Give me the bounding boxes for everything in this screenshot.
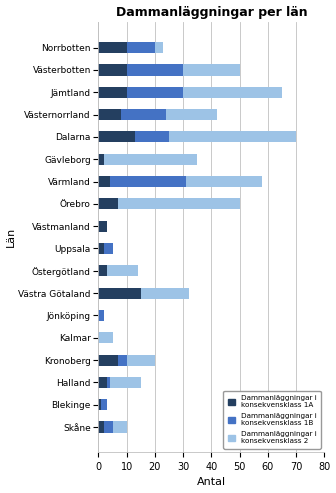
Bar — [127, 42, 155, 53]
Bar — [98, 87, 127, 98]
Bar — [98, 220, 107, 232]
Bar — [98, 65, 127, 75]
Bar — [155, 42, 163, 53]
Bar — [98, 265, 107, 277]
Bar — [98, 354, 118, 366]
Bar — [166, 109, 217, 120]
Bar — [98, 332, 113, 343]
Bar — [98, 198, 118, 210]
Bar — [98, 243, 104, 254]
Bar — [104, 243, 113, 254]
Bar — [98, 310, 104, 321]
Bar — [183, 87, 282, 98]
Bar — [183, 65, 240, 75]
Bar — [107, 377, 110, 388]
Bar — [98, 109, 121, 120]
Bar — [98, 399, 101, 410]
Bar — [127, 65, 183, 75]
Bar — [101, 399, 107, 410]
Bar — [98, 42, 127, 53]
Bar — [141, 287, 189, 299]
Bar — [135, 131, 169, 142]
Bar — [118, 354, 127, 366]
Bar — [186, 176, 262, 187]
Bar — [127, 87, 183, 98]
Y-axis label: Län: Län — [6, 227, 15, 247]
Bar — [104, 422, 113, 433]
Bar — [98, 176, 110, 187]
Bar — [98, 287, 141, 299]
Bar — [113, 422, 127, 433]
X-axis label: Antal: Antal — [197, 477, 226, 488]
Bar — [110, 176, 186, 187]
Bar — [121, 109, 166, 120]
Bar — [169, 131, 296, 142]
Bar — [98, 377, 107, 388]
Bar — [98, 422, 104, 433]
Bar — [107, 265, 138, 277]
Title: Dammanläggningar per län: Dammanläggningar per län — [116, 5, 307, 19]
Legend: Dammanläggningar i
konsekvensklass 1A, Dammanläggningar i
konsekvensklass 1B, Da: Dammanläggningar i konsekvensklass 1A, D… — [223, 391, 321, 449]
Bar — [104, 154, 197, 165]
Bar — [127, 354, 155, 366]
Bar — [118, 198, 240, 210]
Bar — [98, 154, 104, 165]
Bar — [110, 377, 141, 388]
Bar — [98, 131, 135, 142]
